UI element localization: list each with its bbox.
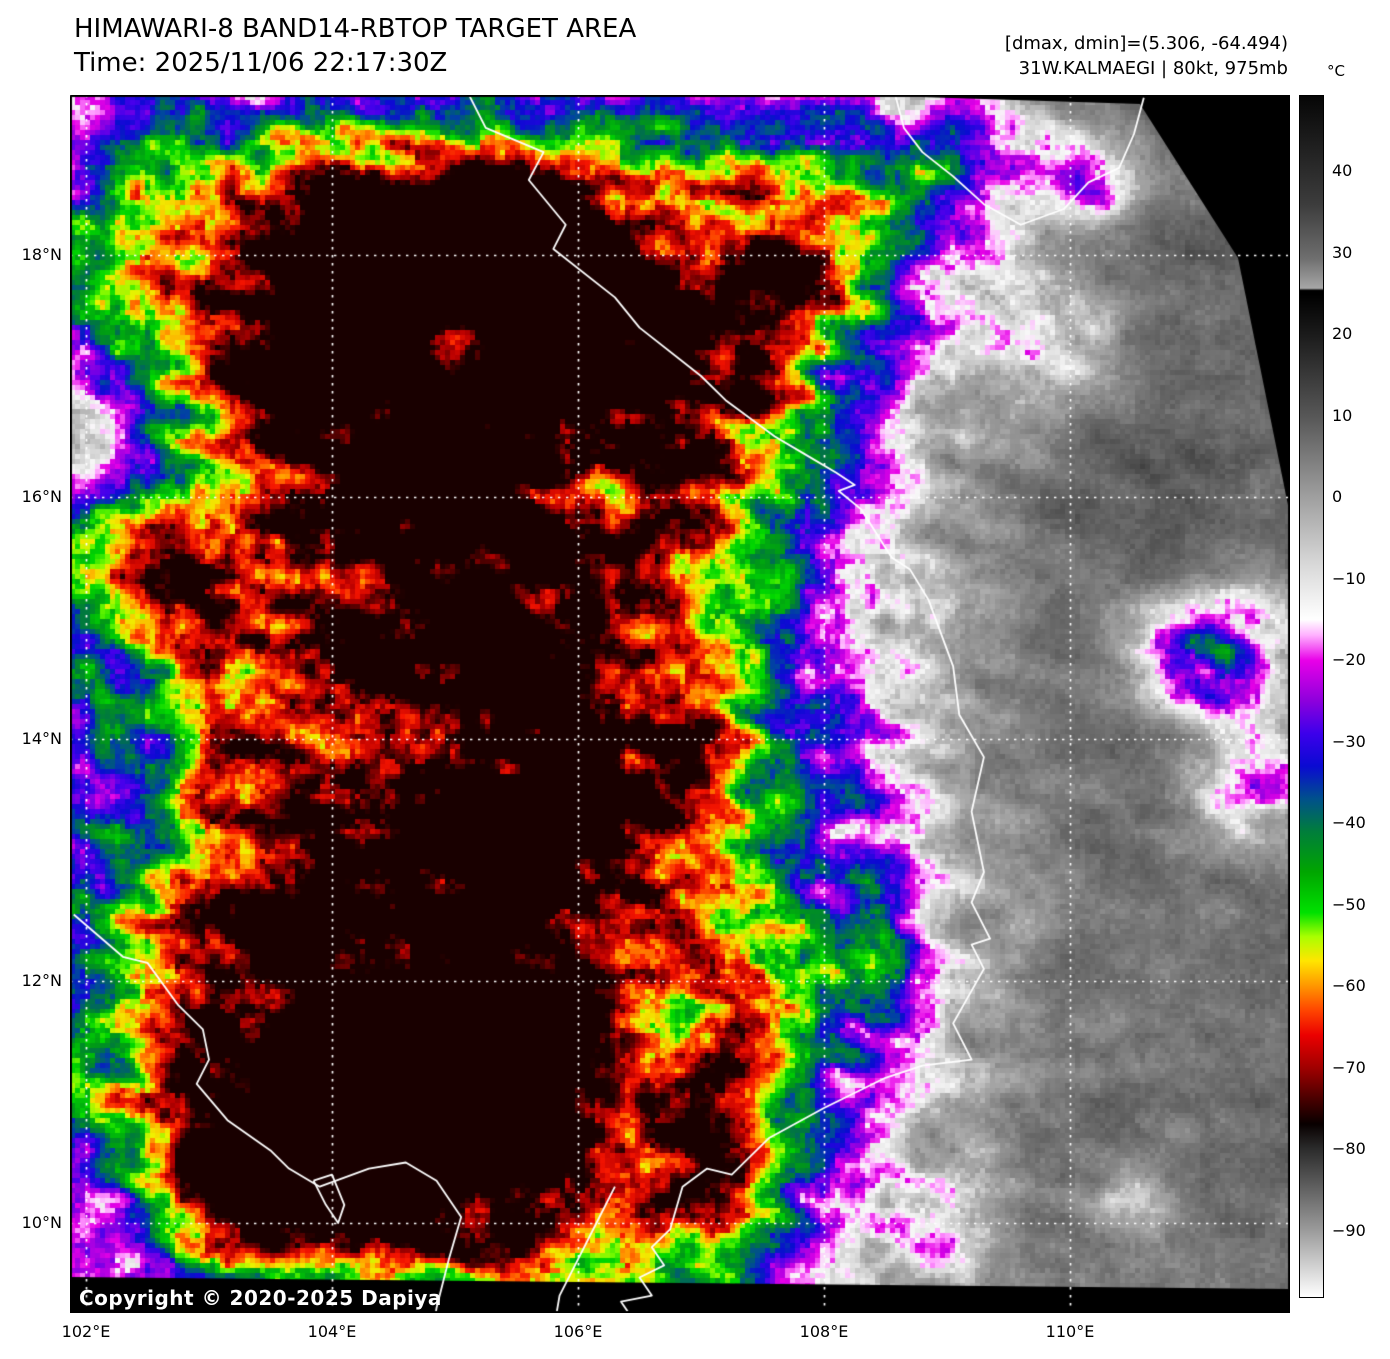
colorbar-tick-label: −20 [1332,650,1366,669]
lon-tick-label: 110°E [1045,1322,1095,1341]
colorbar-tick-label: −80 [1332,1139,1366,1158]
lat-tick-label: 12°N [21,971,62,990]
colorbar-tick-label: −90 [1332,1220,1366,1240]
satellite-image-canvas [70,95,1290,1313]
lon-tick-label: 102°E [61,1322,111,1341]
colorbar-tick-label: −50 [1332,894,1366,914]
colorbar-unit-label: °C [1327,62,1345,80]
colorbar-tick-label: −40 [1332,813,1366,832]
colorbar-tick-label: −60 [1332,976,1366,995]
colorbar-tick-label: 40 [1332,161,1353,180]
colorbar-tick-label: −10 [1332,568,1366,588]
colorbar-tick-label: −30 [1332,731,1366,751]
lon-tick-label: 108°E [799,1322,849,1341]
colorbar-tick-label: 30 [1332,242,1353,262]
colorbar-tick-label: −70 [1332,1057,1366,1077]
lat-tick-label: 18°N [21,245,62,264]
colorbar [1299,95,1324,1298]
copyright-label: Copyright © 2020-2025 Dapiya [79,1286,442,1310]
colorbar-tick-label: 0 [1332,487,1343,506]
dmax-dmin-annotation: [dmax, dmin]=(5.306, -64.494) [1004,33,1288,54]
lat-tick-label: 14°N [21,729,62,748]
storm-annotation: 31W.KALMAEGI | 80kt, 975mb [1018,58,1288,79]
chart-time-label: Time: 2025/11/06 22:17:30Z [74,48,448,78]
chart-title: HIMAWARI-8 BAND14-RBTOP TARGET AREA [74,14,637,44]
lat-tick-label: 16°N [21,487,62,506]
lon-tick-label: 106°E [553,1322,603,1341]
colorbar-tick-label: 10 [1332,405,1353,425]
colorbar-tick-label: 20 [1332,324,1353,343]
lon-tick-label: 104°E [307,1322,357,1341]
lat-tick-label: 10°N [21,1213,62,1232]
